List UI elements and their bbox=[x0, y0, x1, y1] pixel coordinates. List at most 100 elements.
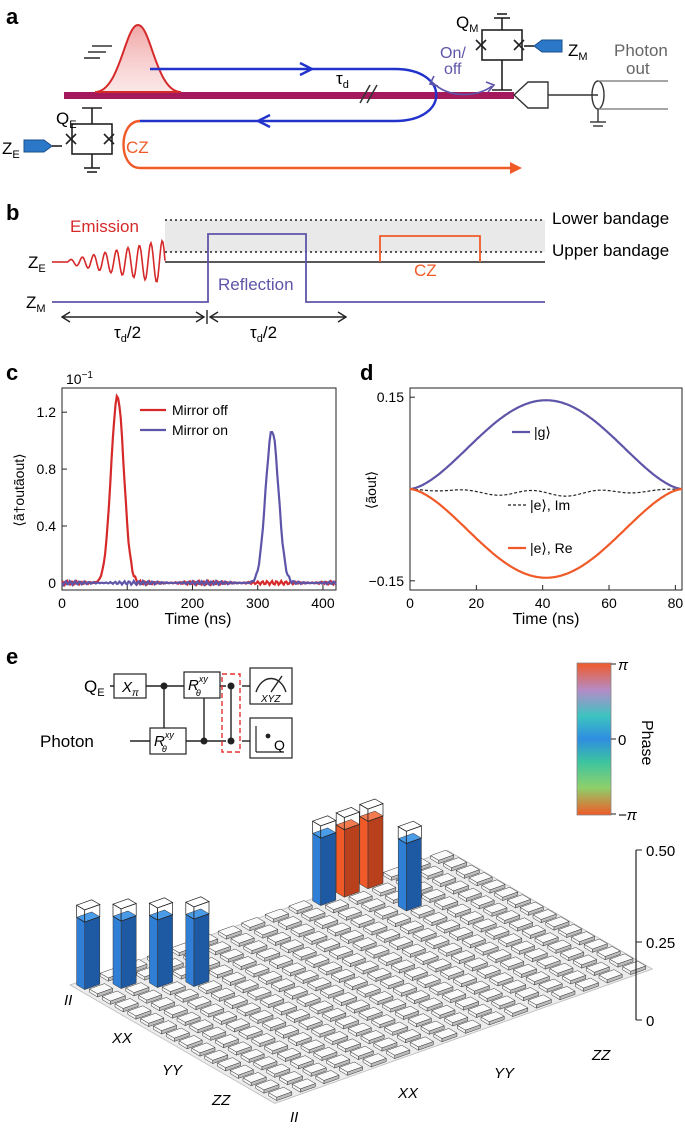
small-bar-3d bbox=[343, 976, 368, 991]
small-bar-3d bbox=[251, 1033, 276, 1048]
small-bar-3d bbox=[478, 988, 503, 1003]
chart-d-xlabel: Time (ns) bbox=[513, 611, 580, 628]
small-bar-3d bbox=[270, 978, 296, 993]
small-bar-3d bbox=[216, 1057, 242, 1072]
small-bar-3d bbox=[412, 927, 437, 943]
small-bar-3d bbox=[307, 977, 332, 992]
small-bar-3d bbox=[394, 1005, 420, 1021]
small-bar-3d bbox=[268, 955, 294, 970]
small-bar-3d bbox=[409, 1036, 434, 1051]
small-bar-3d bbox=[444, 1012, 469, 1027]
tau-d-label: τd bbox=[336, 69, 349, 91]
small-bar-3d bbox=[324, 899, 350, 914]
small-bar-3d bbox=[176, 1011, 201, 1027]
x-tick-label: 20 bbox=[469, 595, 485, 611]
small-bar-3d bbox=[163, 1004, 188, 1019]
small-bar-3d bbox=[388, 936, 414, 951]
small-bar-3d bbox=[288, 900, 313, 915]
small-bar-3d bbox=[457, 887, 482, 903]
colorbar-tick-0: 0 bbox=[618, 732, 626, 749]
bar-3d bbox=[148, 897, 174, 989]
small-bar-3d bbox=[491, 995, 516, 1010]
small-bar-3d bbox=[489, 972, 514, 987]
zm-pulse bbox=[52, 233, 545, 303]
small-bar-3d bbox=[330, 968, 356, 984]
small-bar-3d bbox=[287, 1032, 312, 1047]
small-bar-3d bbox=[498, 933, 523, 948]
small-bar-3d bbox=[232, 956, 257, 971]
small-bar-3d bbox=[465, 980, 490, 995]
bandage-region bbox=[165, 220, 545, 252]
small-bar-3d bbox=[367, 967, 392, 983]
small-bar-3d bbox=[596, 946, 621, 961]
small-bar-3d bbox=[354, 960, 379, 975]
small-bar-3d bbox=[302, 1062, 327, 1077]
small-bar-3d bbox=[485, 925, 510, 941]
chart-e-axis-labels: II XX YY ZZ II XX YY ZZ bbox=[64, 992, 611, 1126]
colorbar-gradient bbox=[576, 662, 612, 816]
z-tick-0: 0 bbox=[646, 1013, 654, 1030]
small-bar-3d bbox=[470, 895, 495, 910]
legend-g-label: |g⟩ bbox=[534, 424, 551, 440]
y-tick-label: 0.4 bbox=[37, 518, 57, 534]
small-bar-3d bbox=[208, 964, 234, 979]
small-bar-3d bbox=[243, 940, 268, 955]
small-bar-3d bbox=[570, 931, 596, 946]
on-off-label-1: On/ bbox=[440, 45, 466, 62]
small-bar-3d bbox=[502, 979, 527, 994]
x-tick-label: 200 bbox=[181, 595, 205, 611]
row-label-ii: II bbox=[64, 992, 72, 1009]
small-bar-3d bbox=[360, 1030, 385, 1045]
small-bar-3d bbox=[455, 864, 480, 879]
small-bar-3d bbox=[309, 1000, 334, 1015]
small-bar-3d bbox=[101, 990, 126, 1005]
panel-label-a: a bbox=[6, 4, 19, 29]
small-bar-3d bbox=[450, 950, 476, 965]
small-bar-3d bbox=[363, 921, 388, 936]
x-tick-label: 60 bbox=[601, 595, 617, 611]
small-bar-3d bbox=[442, 989, 467, 1004]
small-bar-3d bbox=[418, 997, 443, 1012]
row-label-xx: XX bbox=[111, 1030, 133, 1047]
small-bar-3d bbox=[294, 969, 319, 985]
small-bar-3d bbox=[249, 1009, 274, 1025]
small-bar-3d bbox=[191, 1042, 216, 1057]
small-bar-3d bbox=[429, 981, 454, 996]
on-off-label-2: off bbox=[444, 61, 462, 78]
small-bar-3d bbox=[434, 896, 459, 911]
cz-path bbox=[122, 119, 512, 170]
photon-out-label-2: out bbox=[626, 59, 650, 78]
small-bar-3d bbox=[560, 947, 585, 962]
small-bar-3d bbox=[358, 1006, 383, 1022]
small-bar-3d bbox=[266, 931, 292, 947]
small-bar-3d bbox=[311, 1023, 336, 1038]
small-bar-3d bbox=[88, 983, 114, 998]
small-bar-3d bbox=[114, 998, 139, 1013]
small-bar-3d bbox=[440, 965, 465, 981]
small-bar-3d bbox=[296, 993, 321, 1008]
small-bar-3d bbox=[446, 903, 472, 918]
x-tick-label: 400 bbox=[311, 595, 335, 611]
x-tick-label: 0 bbox=[58, 595, 66, 611]
z-tick-025: 0.25 bbox=[646, 935, 675, 952]
control-dot bbox=[160, 682, 168, 690]
small-bar-3d bbox=[238, 1025, 263, 1040]
chart-c: 10−1 Time (ns) ⟨ã†outãout⟩ 0 100 200 300 400… bbox=[11, 370, 337, 628]
small-bar-3d bbox=[298, 1016, 323, 1031]
small-bar-3d bbox=[229, 1064, 254, 1079]
small-bar-3d bbox=[277, 916, 302, 931]
small-bar-3d bbox=[438, 942, 463, 957]
small-bar-3d bbox=[165, 1027, 190, 1042]
ze-flux-line-icon bbox=[23, 139, 62, 153]
small-bar-3d bbox=[336, 1038, 362, 1053]
y-tick-label: 0.15 bbox=[377, 389, 404, 405]
small-bar-3d bbox=[127, 1005, 152, 1020]
series-e-re bbox=[409, 487, 683, 579]
small-bar-3d bbox=[421, 888, 446, 904]
qm-qubit-icon bbox=[475, 13, 525, 91]
forward-path bbox=[140, 67, 438, 123]
small-bar-3d bbox=[547, 939, 572, 954]
small-bar-3d bbox=[305, 954, 330, 969]
small-bar-3d bbox=[198, 980, 223, 995]
small-bar-3d bbox=[341, 953, 366, 968]
